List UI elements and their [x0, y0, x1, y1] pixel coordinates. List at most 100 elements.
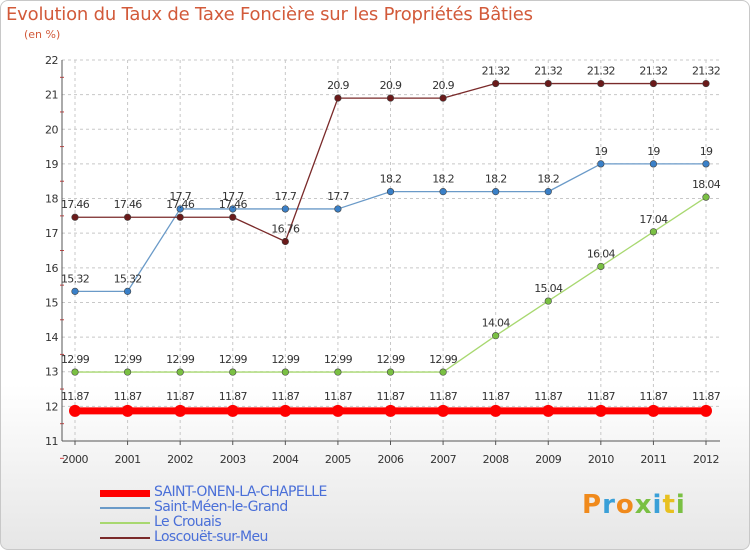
data-label: 19: [700, 145, 713, 158]
legend-label: Saint-Méen-le-Grand: [154, 499, 288, 515]
data-point: [386, 368, 395, 376]
data-point: [492, 188, 500, 196]
data-point: [123, 368, 132, 376]
x-tick-label: 2007: [430, 453, 456, 466]
data-point: [334, 94, 342, 102]
y-tick-label: 13: [45, 366, 58, 379]
x-tick-label: 2010: [588, 453, 614, 466]
logo-letter: o: [615, 490, 635, 520]
data-label: 18.2: [432, 173, 454, 186]
data-point: [229, 368, 237, 376]
data-label: 17.7: [327, 190, 349, 203]
chart-title: Evolution du Taux de Taxe Foncière sur l…: [6, 4, 533, 25]
data-point: [281, 205, 289, 213]
data-label: 11.87: [377, 390, 406, 403]
data-label: 18.04: [692, 178, 721, 191]
data-point: [437, 404, 450, 417]
logo-letter: i: [675, 490, 686, 520]
data-label: 20.9: [432, 79, 454, 92]
unit-label: (en %): [24, 28, 61, 41]
data-label: 11.87: [166, 390, 195, 403]
data-label: 21.32: [639, 65, 667, 78]
y-tick-label: 12: [45, 400, 58, 413]
data-point: [176, 213, 184, 221]
logo-letter: t: [662, 490, 676, 520]
data-point: [489, 404, 502, 417]
data-point: [544, 188, 552, 196]
data-label: 11.87: [587, 390, 616, 403]
y-tick-label: 16: [45, 262, 58, 275]
data-point: [597, 262, 605, 271]
data-point: [597, 79, 605, 88]
data-point: [597, 160, 605, 168]
y-tick-label: 18: [45, 193, 58, 206]
data-point: [647, 404, 660, 417]
legend-label: Loscouët-sur-Meu: [154, 529, 268, 545]
data-label: 15.04: [534, 282, 563, 295]
data-label: 15.32: [114, 272, 142, 285]
data-label: 17.04: [639, 213, 668, 226]
data-point: [439, 94, 447, 102]
data-label: 17.7: [169, 190, 191, 203]
data-label: 11.87: [429, 390, 458, 403]
data-point: [281, 368, 289, 376]
data-point: [176, 368, 184, 376]
data-label: 12.99: [61, 353, 90, 366]
data-point: [281, 237, 289, 246]
data-label: 21.32: [534, 65, 562, 78]
data-point: [439, 368, 447, 376]
legend-swatch: [100, 522, 150, 524]
data-point: [331, 404, 344, 417]
data-point: [542, 404, 555, 417]
data-point: [700, 404, 712, 417]
data-point: [544, 79, 552, 88]
y-tick-label: 20: [45, 123, 58, 136]
data-point: [71, 213, 79, 221]
data-point: [229, 213, 237, 221]
data-point: [226, 404, 239, 417]
legend-swatch: [100, 537, 150, 539]
y-tick-label: 14: [45, 331, 58, 344]
y-tick-label: 17: [45, 227, 58, 240]
data-point: [702, 79, 710, 88]
legend-item: Le Crouais: [100, 514, 400, 531]
data-point: [386, 94, 395, 102]
data-label: 14.04: [482, 317, 511, 330]
data-point: [229, 205, 237, 213]
x-tick-label: 2012: [693, 453, 719, 466]
data-point: [123, 287, 132, 295]
y-tick-label: 15: [45, 296, 58, 309]
data-point: [492, 332, 500, 340]
data-label: 18.2: [380, 173, 402, 186]
data-label: 11.87: [534, 390, 563, 403]
x-tick-label: 2011: [640, 453, 666, 466]
data-label: 18.2: [485, 173, 507, 186]
logo-letter: i: [652, 490, 663, 520]
logo-letter: P: [582, 490, 603, 520]
data-point: [69, 404, 81, 417]
data-point: [702, 160, 710, 168]
x-tick-label: 2005: [325, 453, 351, 466]
data-point: [386, 188, 395, 196]
data-point: [334, 368, 342, 376]
data-label: 12.99: [219, 353, 248, 366]
data-point: [121, 404, 134, 417]
data-label: 21.32: [692, 65, 720, 78]
data-label: 11.87: [639, 390, 668, 403]
data-point: [174, 404, 187, 417]
data-label: 11.87: [482, 390, 511, 403]
data-point: [594, 404, 607, 417]
y-tick-label: 11: [45, 435, 58, 448]
data-label: 20.9: [327, 79, 349, 92]
data-label: 11.87: [692, 390, 721, 403]
data-point: [649, 160, 658, 168]
x-tick-label: 2004: [272, 453, 298, 466]
legend-item: Saint-Méen-le-Grand: [100, 499, 400, 516]
data-point: [71, 287, 79, 295]
data-label: 20.9: [380, 79, 402, 92]
x-tick-label: 2002: [167, 453, 193, 466]
data-label: 12.99: [429, 353, 458, 366]
data-label: 11.87: [61, 390, 90, 403]
